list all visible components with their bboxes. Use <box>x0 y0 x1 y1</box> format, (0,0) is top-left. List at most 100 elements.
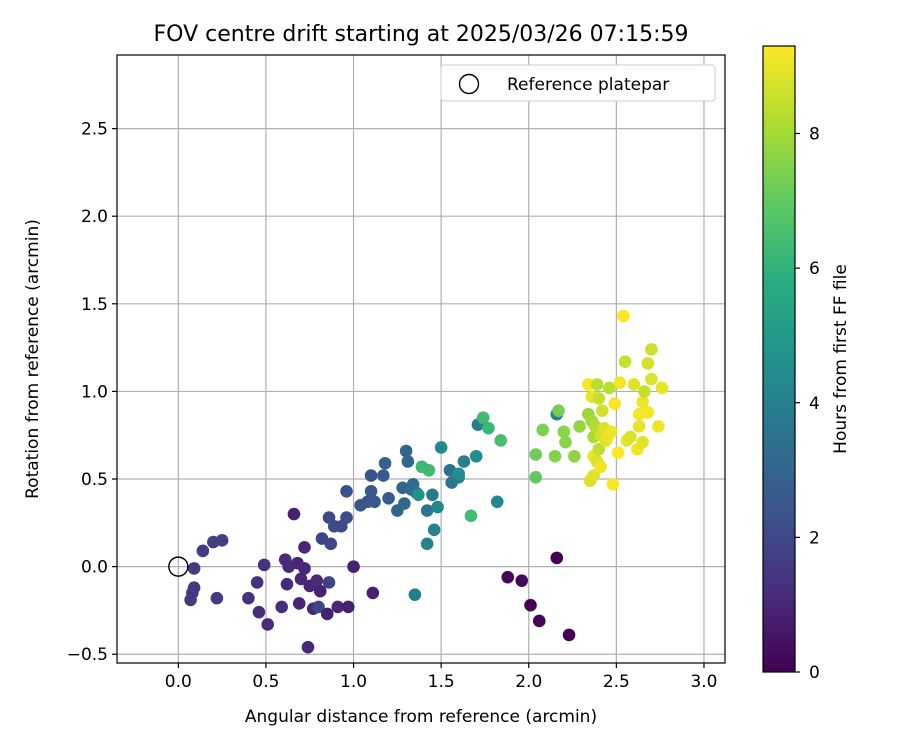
data-point <box>294 572 308 586</box>
data-point <box>532 614 546 628</box>
data-point <box>536 423 550 437</box>
data-point <box>582 378 595 391</box>
x-axis-label: Angular distance from reference (arcmin) <box>245 707 597 727</box>
data-point <box>515 574 529 587</box>
data-point <box>261 618 274 631</box>
data-point <box>494 434 508 447</box>
data-point <box>215 534 229 547</box>
y-axis-ticks: −0.5 0.0 0.5 1.0 1.5 2.0 2.5 <box>67 120 117 665</box>
data-point <box>366 586 380 600</box>
y-axis-label: Rotation from reference (arcmin) <box>23 219 43 499</box>
data-point <box>257 558 271 572</box>
data-point <box>196 544 210 558</box>
data-point <box>280 577 294 591</box>
data-point <box>636 435 649 449</box>
data-point <box>252 605 266 619</box>
data-point <box>301 640 315 654</box>
data-point <box>250 576 264 589</box>
data-point <box>548 449 562 463</box>
data-point <box>340 484 353 498</box>
data-point <box>652 420 665 433</box>
data-point <box>476 411 490 424</box>
data-point <box>524 598 537 612</box>
data-point <box>210 591 224 605</box>
data-point <box>638 385 651 398</box>
data-point <box>592 392 606 405</box>
data-point <box>645 343 658 356</box>
data-point <box>611 446 625 460</box>
data-point <box>377 469 390 482</box>
data-point <box>482 421 495 435</box>
data-point <box>501 570 515 584</box>
data-point <box>613 376 627 389</box>
data-point <box>313 584 327 598</box>
data-point <box>298 562 311 575</box>
data-point <box>627 378 641 391</box>
data-point <box>187 562 201 575</box>
data-point <box>596 404 609 417</box>
data-point <box>341 600 355 614</box>
colorbar-gradient <box>762 45 796 673</box>
legend: Reference platepar <box>440 64 716 102</box>
colorbar-tick-label: 2 <box>809 528 820 548</box>
data-point <box>632 420 646 433</box>
data-point <box>594 460 607 474</box>
x-tick-label: 2.5 <box>603 672 630 692</box>
data-point <box>645 372 658 386</box>
data-point <box>624 430 637 444</box>
data-point <box>606 477 620 491</box>
data-point <box>603 381 616 395</box>
data-point <box>617 309 630 323</box>
y-tick-label: 1.0 <box>81 382 108 402</box>
data-point <box>398 497 411 510</box>
data-point <box>559 435 572 449</box>
data-point <box>340 511 353 524</box>
x-tick-label: 1.5 <box>428 672 455 692</box>
data-point <box>641 406 655 419</box>
colorbar-label: Hours from first FF file <box>831 264 851 454</box>
data-point <box>378 456 392 470</box>
data-point <box>364 469 378 482</box>
data-point <box>242 591 255 605</box>
data-point <box>408 588 422 601</box>
plot-frame <box>116 54 726 664</box>
y-tick-label: 2.0 <box>81 207 108 227</box>
legend-marker-open-circle <box>458 73 480 95</box>
colorbar: 0 2 4 6 8 Hours from first FF file <box>762 45 851 683</box>
data-point <box>420 537 434 551</box>
data-point <box>426 488 439 502</box>
x-tick-label: 0.0 <box>165 672 192 692</box>
colorbar-tick-label: 6 <box>809 259 820 279</box>
reference-marker <box>168 556 189 577</box>
data-point <box>364 484 378 498</box>
data-point <box>399 444 413 458</box>
data-point <box>457 455 471 468</box>
data-point <box>587 469 600 482</box>
data-point <box>552 404 565 417</box>
data-point <box>469 449 483 463</box>
data-point <box>618 355 632 368</box>
data-point <box>322 576 336 589</box>
data-point <box>310 574 324 587</box>
data-point <box>529 448 543 461</box>
data-point <box>275 600 289 614</box>
data-point <box>604 425 618 439</box>
data-point <box>331 600 345 614</box>
data-point <box>420 504 434 517</box>
data-point <box>592 442 606 456</box>
x-tick-label: 1.0 <box>340 672 367 692</box>
data-point <box>550 551 564 565</box>
y-tick-label: 0.5 <box>81 470 108 490</box>
data-point <box>562 628 576 642</box>
y-tick-label: −0.5 <box>67 645 108 665</box>
data-point <box>490 495 504 509</box>
legend-box <box>440 64 716 102</box>
data-point <box>184 593 197 607</box>
data-point <box>636 395 649 409</box>
data-point <box>573 420 586 433</box>
data-point <box>292 597 306 610</box>
data-point <box>412 488 425 502</box>
x-tick-label: 3.0 <box>690 672 717 692</box>
data-point <box>529 470 543 484</box>
data-point <box>655 381 669 395</box>
